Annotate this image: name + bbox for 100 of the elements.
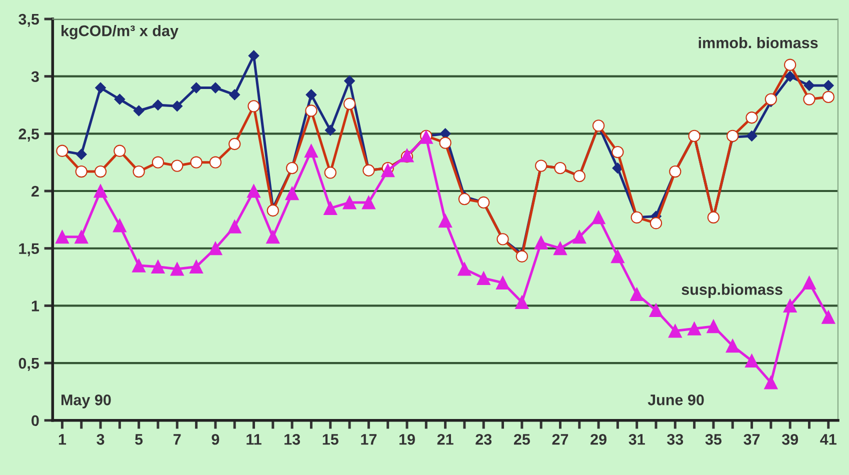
- point: [76, 148, 87, 160]
- x-tick-label: 17: [361, 434, 377, 445]
- point: [458, 262, 472, 276]
- point: [306, 89, 317, 100]
- x-tick-label: 29: [590, 434, 606, 445]
- point: [688, 322, 702, 336]
- point: [458, 192, 471, 206]
- point: [304, 144, 318, 158]
- x-tick-label: 35: [705, 434, 722, 445]
- point: [324, 201, 338, 215]
- point: [132, 258, 146, 272]
- point: [343, 98, 356, 110]
- point: [94, 165, 107, 178]
- point: [210, 82, 221, 94]
- y-tick-label: 1,5: [19, 243, 40, 256]
- x-tick-label: 15: [322, 434, 338, 445]
- point: [381, 164, 395, 178]
- annotation: susp.biomass: [682, 284, 782, 298]
- point: [476, 271, 490, 285]
- point: [171, 160, 184, 172]
- x-tick-label: 21: [437, 434, 454, 445]
- point: [783, 298, 797, 312]
- y-tick-label: 3,5: [18, 14, 40, 27]
- x-tick-label: 3: [96, 434, 104, 445]
- point: [745, 354, 759, 368]
- annotation: immob. biomass: [698, 37, 818, 48]
- y-tick-label: 1: [32, 300, 40, 312]
- point: [114, 94, 126, 105]
- point: [515, 295, 529, 310]
- point: [439, 136, 452, 149]
- annotation: June 90: [648, 394, 704, 406]
- point: [246, 184, 261, 198]
- x-tick-label: 7: [174, 434, 181, 445]
- point: [74, 230, 88, 244]
- point: [324, 124, 336, 136]
- point: [132, 165, 145, 178]
- point: [152, 156, 164, 168]
- point: [610, 250, 624, 264]
- x-tick-label: 19: [399, 434, 415, 445]
- y-tick-label: 2,5: [18, 128, 40, 142]
- annotation: May 90: [62, 394, 111, 408]
- x-tick-label: 33: [667, 434, 684, 445]
- point: [630, 287, 644, 301]
- annotation: kgCOD/m³ x day: [62, 25, 178, 40]
- point: [668, 324, 682, 338]
- point: [822, 90, 834, 104]
- x-tick-label: 9: [212, 434, 220, 445]
- point: [209, 156, 222, 168]
- point: [172, 100, 183, 112]
- x-tick-label: 23: [476, 434, 492, 445]
- y-tick-label: 2: [31, 186, 39, 197]
- x-tick-label: 13: [284, 434, 300, 445]
- x-tick-label: 31: [628, 434, 645, 445]
- point: [344, 75, 355, 86]
- point: [305, 104, 318, 117]
- point: [266, 230, 280, 244]
- point: [803, 93, 816, 106]
- y-tick-label: 3: [31, 71, 39, 82]
- point: [612, 146, 624, 158]
- point: [553, 242, 567, 256]
- point: [706, 320, 720, 334]
- point: [75, 165, 88, 178]
- point: [285, 186, 299, 200]
- point: [112, 218, 126, 232]
- x-tick-label: 27: [552, 434, 568, 445]
- point: [572, 230, 586, 244]
- point: [784, 70, 796, 82]
- x-tick-label: 41: [820, 434, 836, 445]
- y-tick-label: 0,5: [18, 358, 40, 371]
- point: [152, 100, 164, 110]
- point: [802, 276, 816, 290]
- point: [764, 93, 777, 106]
- point: [208, 242, 222, 256]
- point: [228, 220, 242, 234]
- point: [649, 304, 663, 318]
- x-tick-label: 1: [58, 434, 66, 445]
- point: [650, 217, 662, 230]
- y-tick-label: 0: [32, 415, 39, 426]
- point: [746, 112, 758, 124]
- point: [151, 260, 165, 274]
- point: [190, 82, 202, 94]
- point: [55, 230, 69, 244]
- point: [170, 262, 184, 276]
- point: [190, 260, 204, 274]
- point: [592, 210, 606, 224]
- point: [266, 204, 279, 217]
- x-tick-label: 39: [782, 434, 798, 445]
- point: [746, 130, 758, 142]
- point: [190, 156, 202, 168]
- point: [822, 310, 836, 324]
- point: [764, 376, 778, 390]
- x-tick-label: 5: [135, 434, 143, 445]
- point: [784, 58, 796, 71]
- point: [804, 80, 815, 91]
- point: [114, 144, 126, 157]
- point: [438, 214, 452, 228]
- point: [612, 162, 624, 174]
- x-tick-label: 25: [514, 434, 530, 445]
- point: [94, 184, 108, 198]
- point: [95, 82, 106, 94]
